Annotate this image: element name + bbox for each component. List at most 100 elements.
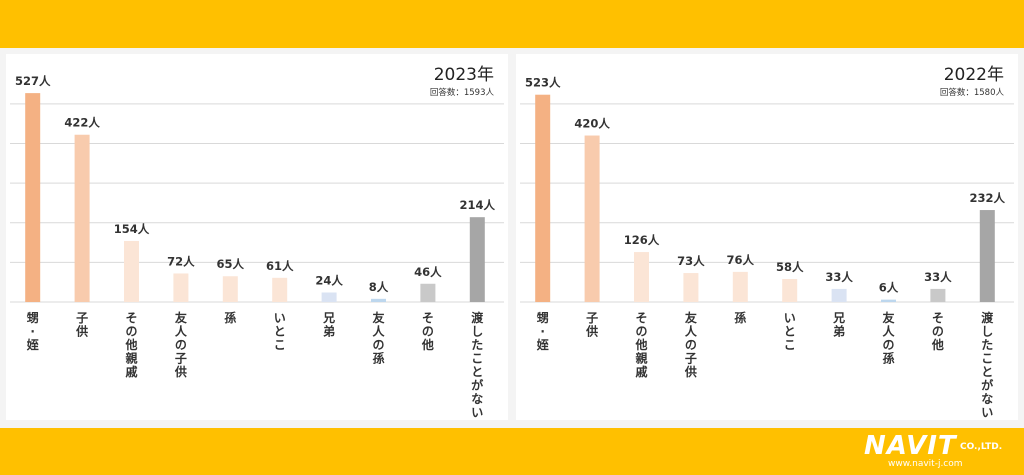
- svg-text:孫: 孫: [372, 351, 384, 366]
- category-label: 孫: [734, 310, 746, 325]
- svg-text:人: 人: [372, 324, 385, 339]
- svg-text:こ: こ: [981, 352, 993, 366]
- svg-text:な: な: [471, 392, 483, 406]
- svg-text:他: 他: [421, 337, 434, 352]
- category-label: 兄弟: [322, 311, 335, 339]
- data-label: 33人: [825, 270, 853, 284]
- svg-text:友: 友: [684, 310, 697, 325]
- category-label: いとこ: [274, 311, 286, 352]
- svg-text:親: 親: [125, 351, 137, 366]
- svg-text:い: い: [471, 406, 483, 420]
- category-label: その他: [421, 311, 434, 352]
- category-label: 子供: [75, 311, 88, 339]
- svg-text:兄: 兄: [322, 311, 335, 325]
- bar: [584, 135, 600, 302]
- svg-text:·: ·: [30, 325, 35, 339]
- svg-text:た: た: [471, 338, 483, 352]
- data-label: 58人: [776, 260, 804, 274]
- svg-text:弟: 弟: [323, 324, 335, 339]
- bar: [930, 288, 946, 302]
- svg-text:甥: 甥: [27, 311, 39, 325]
- svg-text:と: と: [784, 325, 796, 339]
- svg-text:そ: そ: [422, 311, 434, 325]
- svg-text:友: 友: [371, 310, 384, 325]
- svg-text:人: 人: [685, 324, 698, 339]
- data-label: 24人: [315, 273, 343, 287]
- bar: [535, 94, 551, 302]
- svg-text:い: い: [274, 311, 286, 325]
- svg-text:の: の: [685, 338, 697, 352]
- svg-text:こ: こ: [784, 338, 796, 352]
- svg-text:孫: 孫: [224, 310, 236, 325]
- svg-text:の: の: [422, 325, 434, 339]
- bar: [124, 240, 139, 302]
- svg-text:の: の: [932, 325, 944, 339]
- svg-text:の: の: [175, 338, 187, 352]
- top-band: [0, 0, 1024, 48]
- bar: [732, 271, 748, 302]
- data-label: 73人: [677, 254, 705, 268]
- bar: [173, 273, 189, 302]
- bar: [222, 276, 238, 302]
- svg-text:が: が: [981, 378, 993, 393]
- svg-text:子: 子: [586, 311, 598, 325]
- svg-text:の: の: [882, 338, 894, 352]
- svg-text:人: 人: [175, 324, 188, 339]
- bar: [881, 299, 896, 302]
- svg-text:姪: 姪: [26, 337, 39, 352]
- svg-text:他: 他: [124, 337, 137, 352]
- svg-text:·: ·: [540, 325, 545, 339]
- svg-text:し: し: [471, 325, 483, 339]
- data-label: 6人: [879, 281, 899, 295]
- svg-text:孫: 孫: [882, 351, 894, 366]
- svg-text:の: の: [635, 325, 647, 339]
- category-label: 甥·姪: [536, 311, 549, 352]
- chart-panel-2023: 2023年 回答数：1593人 527人甥 · 姪 422人子供 154人その他親戚 72人友…: [6, 54, 508, 420]
- category-label: 兄弟: [832, 311, 845, 339]
- svg-text:の: の: [372, 338, 384, 352]
- brand-url: www.navit-j.com: [888, 459, 963, 469]
- data-label: 527人: [15, 74, 51, 88]
- svg-text:と: と: [274, 325, 286, 339]
- category-label: 子供: [585, 311, 598, 339]
- svg-text:戚: 戚: [635, 364, 647, 379]
- bar: [74, 134, 90, 302]
- svg-text:甥: 甥: [537, 311, 549, 325]
- category-label: 孫: [224, 310, 236, 325]
- data-label: 420人: [574, 117, 610, 131]
- svg-text:と: と: [471, 365, 483, 379]
- bar: [634, 252, 649, 302]
- data-label: 126人: [624, 233, 660, 247]
- svg-text:供: 供: [585, 324, 598, 339]
- data-label: 232人: [970, 191, 1006, 205]
- svg-text:子: 子: [76, 311, 88, 325]
- svg-text:い: い: [784, 311, 796, 325]
- svg-text:戚: 戚: [125, 364, 137, 379]
- bar: [782, 279, 798, 302]
- bar: [420, 283, 436, 302]
- bar-chart-2022: 2022年回答数：1580人523人甥·姪420人子供126人その他親戚73人友…: [520, 65, 1014, 420]
- data-label: 72人: [167, 254, 195, 268]
- svg-text:親: 親: [635, 351, 647, 366]
- bar: [371, 298, 386, 302]
- svg-text:こ: こ: [274, 338, 286, 352]
- bar-chart-2023: 2023年回答数：1593人527人甥·姪422人子供154人その他親戚72人友…: [10, 65, 504, 420]
- data-label: 8人: [369, 280, 389, 294]
- svg-text:な: な: [981, 392, 993, 406]
- data-label: 154人: [114, 222, 150, 236]
- svg-text:渡: 渡: [471, 310, 484, 325]
- svg-text:供: 供: [75, 324, 88, 339]
- chart-title: 2022年: [944, 65, 1004, 85]
- svg-text:が: が: [471, 378, 483, 393]
- category-label: いとこ: [784, 311, 796, 352]
- bar: [25, 93, 41, 302]
- svg-text:供: 供: [174, 364, 187, 379]
- svg-text:弟: 弟: [833, 324, 845, 339]
- svg-text:他: 他: [634, 337, 647, 352]
- svg-text:こ: こ: [471, 352, 483, 366]
